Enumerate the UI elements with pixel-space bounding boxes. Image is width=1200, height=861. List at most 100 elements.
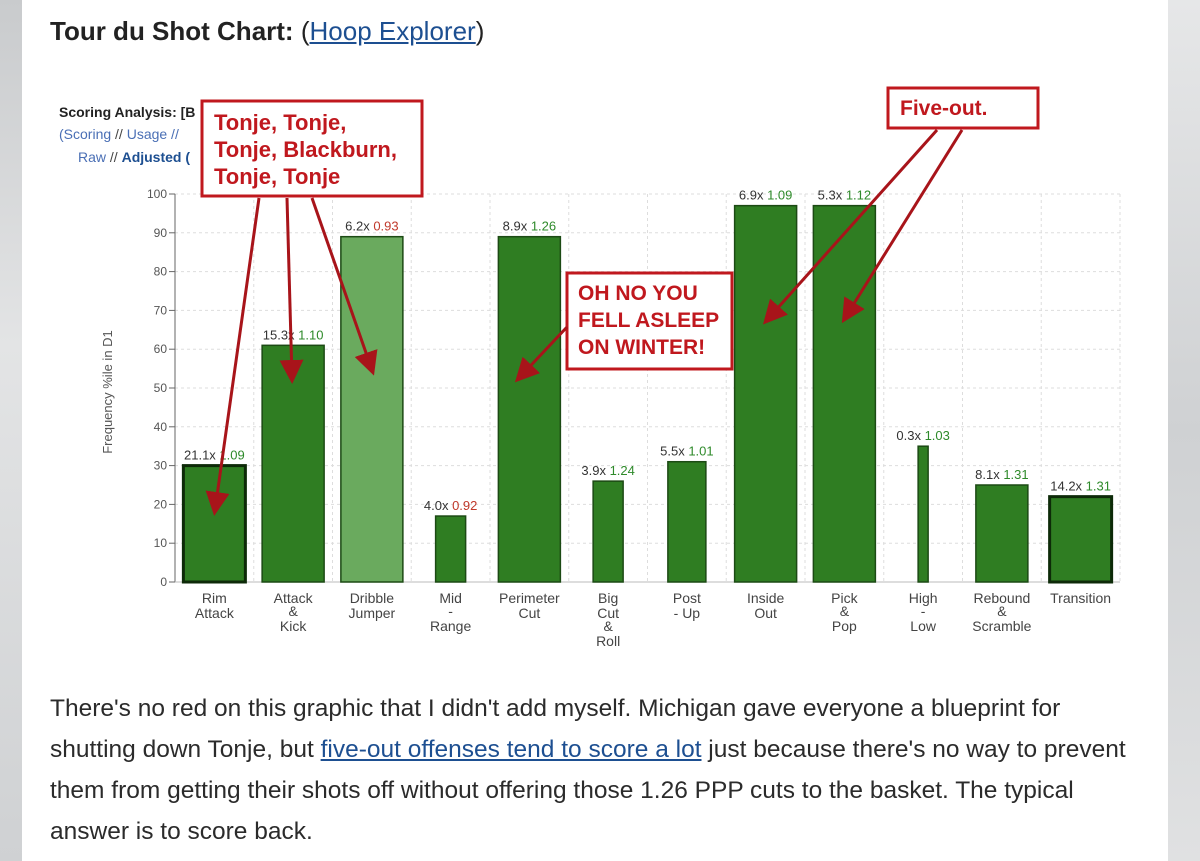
y-axis: 0 10 20 30 40 50 60 70 80 90 100 [147,187,1120,589]
adjusted-toggle[interactable]: Adjusted ( [122,149,191,165]
y-tick-label: 100 [147,187,167,201]
x-tick-label: Perimeter Cut [499,590,560,621]
scoring-panel-title: Scoring Analysis: [B [59,104,195,120]
x-tick-label-line: & [997,603,1007,619]
ppp-label: 1.31 [1086,479,1111,494]
bar-value-label: 14.2x 1.31 [1050,479,1111,494]
x-tick-label-line: Post [673,590,701,606]
freq-label: 0.3x [896,428,924,443]
ppp-label: 1.10 [298,327,323,342]
x-tick-label-line: Attack [195,605,235,621]
bar-value-label: 21.1x 1.09 [184,448,245,463]
arrow-to-perimeter-cut [514,325,569,383]
annotation-line: Five-out. [900,97,988,120]
bar [261,344,325,583]
x-tick-label-line: High [909,590,938,606]
bar [667,460,707,583]
x-tick-label-line: Scramble [972,618,1031,634]
freq-label: 14.2x [1050,479,1085,494]
y-tick-label: 80 [154,265,168,279]
y-tick-label: 30 [154,459,168,473]
x-tick-label-line: Rim [202,590,227,606]
x-tick-label-line: Perimeter [499,590,560,606]
x-tick-label-line: Inside [747,590,785,606]
background-right-strip [1168,0,1200,861]
x-tick-label-line: Cut [518,605,540,621]
separator: // [111,126,127,142]
x-tick-label-line: & [840,603,850,619]
x-tick-label-line: Dribble [350,590,395,606]
bar [812,204,877,583]
x-tick-label-line: Out [754,605,777,621]
paragraph-text-2: just because there's no way to prevent t… [50,736,1126,845]
x-tick-label-line: Low [910,618,937,634]
y-tick-label: 20 [154,497,168,511]
x-tick-label-line: & [288,603,298,619]
x-tick-label: Transition [1050,590,1111,606]
x-tick-label-line: Rebound [973,590,1030,606]
y-tick-label: 60 [154,342,168,356]
ppp-label: 1.24 [610,463,635,478]
five-out-link[interactable]: five-out offenses tend to score a lot [320,736,702,763]
arrow-to-inside-out [762,128,939,325]
ppp-label: 0.93 [373,219,398,234]
x-tick-label-line: Roll [596,633,620,649]
freq-label: 8.9x [503,219,531,234]
ppp-label: 1.26 [531,219,556,234]
freq-label: 4.0x [424,498,452,513]
x-tick-label-line: Kick [280,618,307,634]
annotation-arrows [205,128,964,516]
bar [733,204,798,583]
y-tick-label: 10 [154,536,168,550]
y-tick-label: 0 [160,575,167,589]
arrow-to-attack-kick [279,197,304,384]
annotation-line: ON WINTER! [578,336,705,359]
article-paragraph: There's no red on this graphic that I di… [50,688,1150,852]
bar [497,235,562,583]
x-tick-label: Post - Up [673,590,701,621]
paren-open: ( [59,126,64,142]
hoop-explorer-link[interactable]: Hoop Explorer [309,16,476,46]
annotation-text: Tonje, Tonje,Tonje, Blackburn,Tonje, Ton… [214,97,988,359]
x-tick-label-line: Range [430,618,471,634]
bar-value-label: 4.0x 0.92 [424,498,478,513]
freq-label: 3.9x [581,463,609,478]
scoring-panel-options: (Scoring // Usage // [59,126,179,142]
freq-label: 21.1x [184,448,219,463]
bar [1048,495,1114,584]
scoring-toggle[interactable]: Scoring [64,126,111,142]
bar [917,445,929,583]
section-heading: Tour du Shot Chart: (Hoop Explorer) [50,16,484,47]
annotation-line: Tonje, Tonje [214,164,340,189]
x-tick-label-line: Cut [597,605,619,621]
x-tick-label: Mid -Range [430,590,471,634]
freq-label: 5.3x [818,188,846,203]
bars [181,204,1114,584]
x-tick-label-line: - [921,603,926,619]
x-tick-label: Pick & Pop [831,590,858,634]
close-paren: ) [475,16,485,46]
ppp-label: 0.92 [452,498,477,513]
open-paren: ( [300,16,310,46]
x-tick-label-line: & [603,618,613,634]
x-tick-label-line: - [448,603,453,619]
freq-label: 8.1x [975,467,1003,482]
bar-value-label: 8.9x 1.26 [503,219,557,234]
bar [340,235,404,583]
usage-toggle[interactable]: Usage // [127,126,179,142]
x-tick-label-line: Big [598,590,618,606]
bar [975,484,1029,583]
freq-label: 6.2x [345,219,373,234]
scoring-panel-mode: Raw // Adjusted ( [78,149,190,165]
ppp-label: 1.03 [925,428,950,443]
bar-value-label: 6.2x 0.93 [345,219,399,234]
freq-label: 15.3x [263,327,298,342]
article-card: Tour du Shot Chart: (Hoop Explorer) Scor… [22,0,1168,861]
bar-value-label: 6.9x 1.09 [739,188,793,203]
freq-label: 6.9x [739,188,767,203]
raw-toggle[interactable]: Raw [78,149,107,165]
bar [181,464,247,584]
tonje-annotation [200,99,424,198]
x-tick-label: Rebound & Scramble [972,590,1031,634]
y-axis-title: Frequency %ile in D1 [100,330,115,454]
